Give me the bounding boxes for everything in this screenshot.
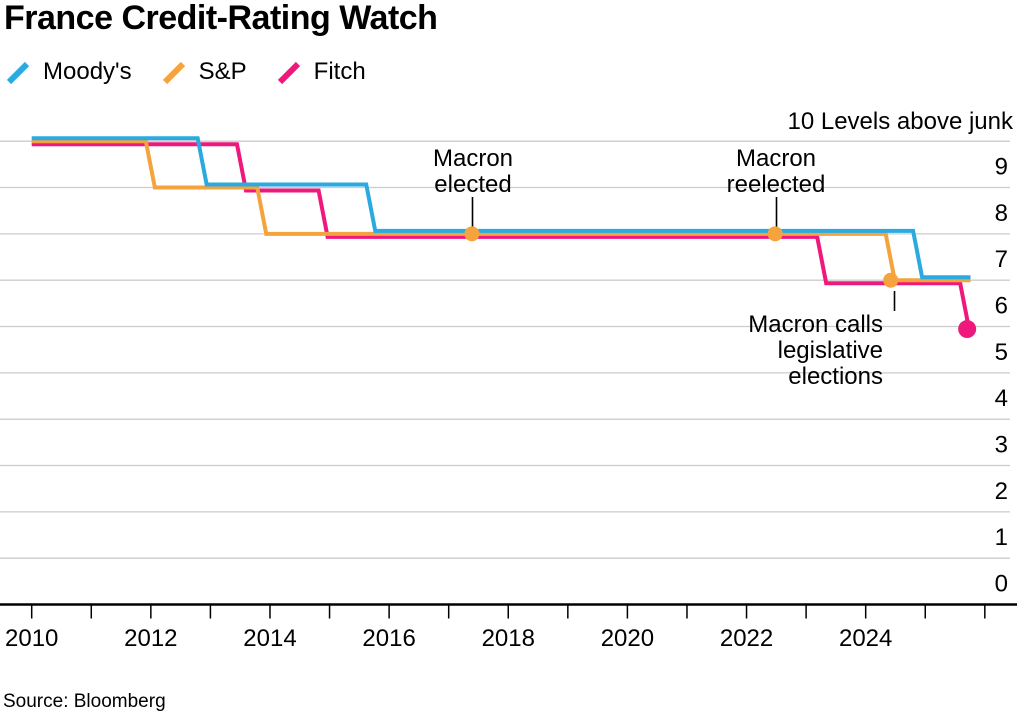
legend-item-sp: S&P bbox=[162, 58, 247, 86]
y-tick-label: 3 bbox=[995, 432, 1008, 459]
y-tick-label: 9 bbox=[995, 154, 1008, 181]
end-dot-fitch bbox=[958, 320, 977, 339]
event-dot bbox=[883, 272, 899, 288]
sp-swatch-icon bbox=[162, 61, 185, 84]
annotation-macron-elected: Macron bbox=[433, 145, 513, 172]
series-line-sp bbox=[31, 139, 971, 283]
annotation-macron-calls-legislative-elections: legislative bbox=[778, 337, 883, 364]
annotation-macron-reelected: Macron bbox=[736, 145, 816, 172]
legend-label-moodys: Moody's bbox=[43, 58, 132, 85]
legend: Moody's S&P Fitch bbox=[6, 58, 366, 86]
event-dot bbox=[767, 226, 783, 242]
y-tick-label: 1 bbox=[995, 524, 1008, 551]
y-tick-label: 0 bbox=[995, 571, 1008, 598]
x-tick-label: 2016 bbox=[362, 625, 415, 652]
y-tick-label: 4 bbox=[995, 385, 1008, 412]
series-line-fitch bbox=[31, 142, 972, 330]
x-tick-label: 2020 bbox=[601, 625, 654, 652]
legend-label-sp: S&P bbox=[198, 58, 247, 85]
legend-item-moodys: Moody's bbox=[6, 58, 132, 86]
x-tick-label: 2012 bbox=[124, 625, 177, 652]
x-tick-label: 2022 bbox=[720, 625, 773, 652]
x-tick-label: 2024 bbox=[839, 625, 892, 652]
annotation-macron-reelected: reelected bbox=[727, 171, 826, 198]
x-tick-label: 2014 bbox=[243, 625, 296, 652]
series-line-moodys bbox=[31, 136, 971, 280]
legend-label-fitch: Fitch bbox=[313, 58, 366, 85]
y-tick-label: 6 bbox=[995, 293, 1008, 320]
y-tick-label: 5 bbox=[995, 339, 1008, 366]
y-tick-label: 7 bbox=[995, 246, 1008, 273]
moodys-swatch-icon bbox=[6, 61, 30, 84]
y-tick-label: 2 bbox=[995, 478, 1008, 505]
y-tick-label: 8 bbox=[995, 200, 1008, 227]
annotation-macron-elected: elected bbox=[434, 171, 511, 198]
annotation-macron-calls-legislative-elections: Macron calls bbox=[748, 311, 883, 338]
source-text: Source: Bloomberg bbox=[3, 691, 166, 712]
fitch-swatch-icon bbox=[277, 61, 300, 84]
annotation-macron-calls-legislative-elections: elections bbox=[788, 363, 883, 390]
event-dot bbox=[464, 226, 480, 242]
chart-title: France Credit-Rating Watch bbox=[4, 0, 438, 37]
x-tick-label: 2018 bbox=[482, 625, 535, 652]
x-tick-label: 2010 bbox=[5, 625, 58, 652]
y-axis-unit-label: 10 Levels above junk bbox=[788, 108, 1014, 135]
legend-item-fitch: Fitch bbox=[277, 58, 366, 86]
